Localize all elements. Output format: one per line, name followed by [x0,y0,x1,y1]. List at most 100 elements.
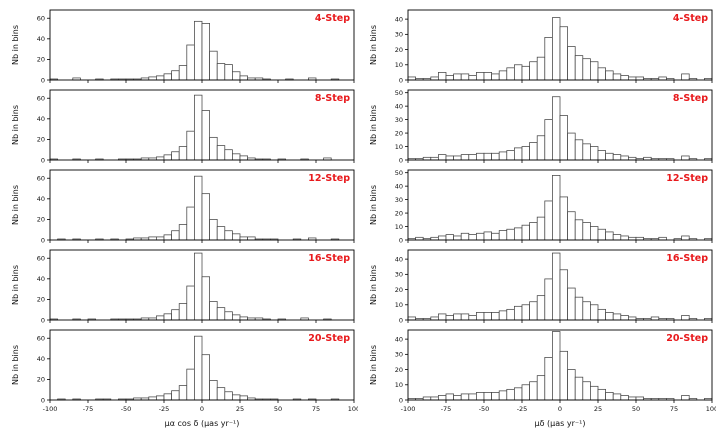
step-label: 16-Step [666,253,708,264]
histogram-bar [438,395,447,401]
y-tick-label: 40 [37,115,45,123]
histogram-bar [430,396,439,401]
x-tick-label: -50 [479,405,490,413]
histogram-bar [171,230,180,241]
y-tick-label: 40 [395,182,403,190]
histogram-bar [597,228,606,241]
histogram-svg: 0 20 40 60 Nb in bins 4-Step [11,9,355,84]
histogram-bar [620,75,629,81]
histogram-bar [498,390,508,401]
histogram-bar [468,154,477,161]
histogram-bar [559,269,568,321]
histogram-bar [476,312,485,321]
histogram-bar [681,73,690,81]
histogram-panel-20step-left: 0 20 40 60 -100 -75 -50 -25 0 25 50 75 100 Nb in bins… [6,326,360,436]
y-tick-label: 50 [395,89,403,97]
histogram-bar [224,64,233,81]
histogram-bar [552,96,561,161]
histogram-bar [529,381,538,401]
histogram-bar [544,119,553,161]
histogram-bar [574,296,584,321]
histogram-bar [224,311,233,321]
histogram-bar [567,132,576,161]
histogram-bar [239,236,248,241]
histogram-svg: 0 20 40 60 Nb in bins 8-Step [11,89,355,164]
histogram-bar [186,285,195,321]
x-tick-label: 75 [670,405,678,413]
histogram-bar [574,376,584,401]
x-tick-label: -25 [517,405,528,413]
histogram-svg: 0 10 20 30 40 Nb in bins 16-Step [369,249,713,324]
histogram-bar [201,193,210,241]
step-label: 4-Step [315,13,350,24]
histogram-bar [483,152,492,161]
y-tick-label: 20 [395,209,403,217]
histogram-bar [171,309,180,321]
y-axis-label: Nb in bins [11,345,20,385]
y-tick-label: 10 [395,143,403,151]
histogram-bar [194,335,203,401]
y-tick-label: 0 [399,396,403,404]
y-tick-label: 40 [395,15,403,23]
histogram-bar [605,70,614,81]
histogram-bar [445,393,454,401]
histogram-bar [468,315,477,321]
histogram-bar [521,384,530,401]
histogram-bar [552,331,561,401]
histogram-bar [590,385,599,401]
histogram-bar [453,155,462,161]
histogram-bar [407,76,416,81]
histogram-bar [468,234,477,241]
histogram-panel-4step-right: 0 10 20 30 40 Nb in bins 4-Step [364,6,716,84]
histogram-bar [536,56,546,81]
y-tick-label: 0 [41,396,45,404]
x-tick-label: -25 [159,405,170,413]
histogram-bar [232,314,241,321]
histogram-bar [156,395,165,401]
histogram-bar [209,301,218,321]
histogram-bar [612,234,622,241]
y-axis-label: Nb in bins [369,265,378,305]
histogram-bar [559,26,568,81]
histogram-bar [498,151,508,161]
histogram-bar [422,396,432,401]
histogram-bar [247,236,256,241]
histogram-bar [559,115,568,161]
histogram-bar [521,304,530,321]
y-tick-label: 40 [37,195,45,203]
histogram-bar [582,381,591,401]
y-tick-label: 0 [41,236,45,244]
histogram-bar [506,150,515,161]
step-label: 12-Step [308,173,350,184]
histogram-bar [460,73,470,81]
histogram-bar [224,230,233,241]
histogram-bar [148,236,157,241]
y-tick-label: 10 [395,223,403,231]
x-tick-label: 0 [558,405,562,413]
histogram-svg: 0 10 20 30 40 -100 -75 -50 -25 0 25 50 75 100 Nb in bi… [369,329,718,428]
histogram-panel-20step-right: 0 10 20 30 40 -100 -75 -50 -25 0 25 50 75 100 Nb in bi… [364,326,718,436]
x-tick-label: -50 [121,405,132,413]
y-tick-label: 20 [37,136,45,144]
histogram-bar [209,219,218,241]
histogram-bar [232,233,241,241]
y-axis-label: Nb in bins [369,25,378,65]
histogram-bar [574,139,584,161]
y-tick-label: 0 [41,156,45,164]
histogram-bar [156,75,165,81]
histogram-bar [590,304,599,321]
histogram-bar [438,235,447,241]
histogram-bar [201,23,210,81]
histogram-bar [460,154,470,161]
histogram-bar [582,222,591,241]
histogram-bar [194,94,203,161]
histogram-bar [612,393,622,401]
histogram-bar [552,175,561,241]
y-tick-label: 40 [37,35,45,43]
histogram-bar [536,135,546,161]
y-tick-label: 20 [395,129,403,137]
y-axis-label: Nb in bins [11,185,20,225]
histogram-bar [171,70,180,81]
step-label: 12-Step [666,173,708,184]
